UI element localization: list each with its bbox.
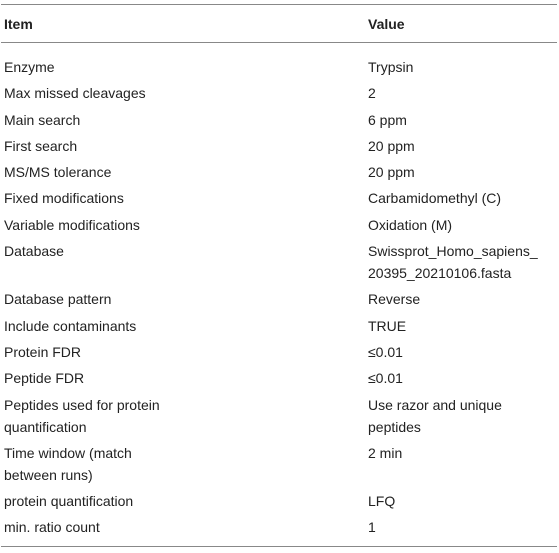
table-row: Time window (match between runs) 2 min: [1, 440, 557, 488]
item-cell: Max missed cleavages: [4, 85, 146, 102]
value-cell: Oxidation (M): [368, 216, 453, 233]
item-cell: Database: [4, 243, 64, 260]
header-cell: Item: [1, 4, 365, 43]
table-row: protein quantification LFQ: [1, 488, 557, 514]
item-cell: Main search: [4, 111, 81, 128]
value-cell: 1: [365, 514, 557, 548]
header-cell: Value: [365, 4, 557, 43]
table-header: Item Value: [1, 4, 557, 43]
item-cell: Peptide FDR: [4, 370, 85, 387]
item-cell: Fixed modifications: [4, 190, 124, 207]
item-cell: protein quantification: [4, 493, 134, 510]
value-cell: Swissprot_Homo_sapiens_ 20395_20210106.f…: [368, 243, 538, 282]
table-row: Fixed modifications Carbamidomethyl (C): [1, 185, 557, 211]
item-cell: Time window (match between runs): [4, 444, 132, 483]
value-cell: TRUE: [368, 317, 407, 334]
table-row: Max missed cleavages 2: [1, 80, 557, 106]
table-row: MS/MS tolerance 20 ppm: [1, 159, 557, 185]
value-cell: ≤0.01: [368, 343, 403, 360]
table-row: Variable modifications Oxidation (M): [1, 212, 557, 238]
value-cell: 2 min: [368, 444, 403, 461]
value-cell: 20 ppm: [368, 164, 415, 181]
value-cell: ≤0.01: [368, 370, 403, 387]
value-cell: Carbamidomethyl (C): [368, 190, 502, 207]
item-cell: First search: [4, 137, 78, 154]
table-row: Database pattern Reverse: [1, 286, 557, 312]
parameter-table: Item Value Enzyme Trypsin Max missed cleav…: [1, 4, 557, 548]
value-cell: Trypsin: [368, 59, 414, 75]
item-cell: Database pattern: [4, 291, 112, 308]
table-row: Database Swissprot_Homo_sapiens_ 20395_20…: [1, 238, 557, 286]
value-cell: 2: [368, 85, 376, 102]
value-cell: Use razor and unique peptides: [368, 396, 502, 435]
table-row: Peptide FDR ≤0.01: [1, 365, 557, 391]
item-cell: Include contaminants: [4, 317, 137, 334]
table-row: Include contaminants TRUE: [1, 313, 557, 339]
item-cell: min. ratio count: [1, 514, 365, 548]
item-cell: Enzyme: [4, 59, 55, 75]
value-cell: Reverse: [368, 291, 421, 308]
item-cell: Variable modifications: [4, 216, 140, 233]
table-row: Protein FDR ≤0.01: [1, 339, 557, 365]
item-cell: Peptides used for protein quantification: [4, 396, 160, 435]
item-cell: MS/MS tolerance: [4, 164, 112, 181]
table-body: Enzyme Trypsin Max missed cleavages 2 Main s…: [1, 43, 557, 548]
value-cell: 20 ppm: [368, 137, 415, 154]
value-cell: 6 ppm: [368, 111, 407, 128]
table-row: Main search 6 ppm: [1, 107, 557, 133]
value-cell: LFQ: [368, 493, 396, 510]
header-row: Item Value: [1, 4, 557, 43]
table-row: Enzyme Trypsin: [1, 43, 557, 81]
table-row: Peptides used for protein quantification…: [1, 392, 557, 440]
item-cell: Protein FDR: [4, 343, 82, 360]
table-row: min. ratio count 1: [1, 514, 557, 548]
table-row: First search 20 ppm: [1, 133, 557, 159]
